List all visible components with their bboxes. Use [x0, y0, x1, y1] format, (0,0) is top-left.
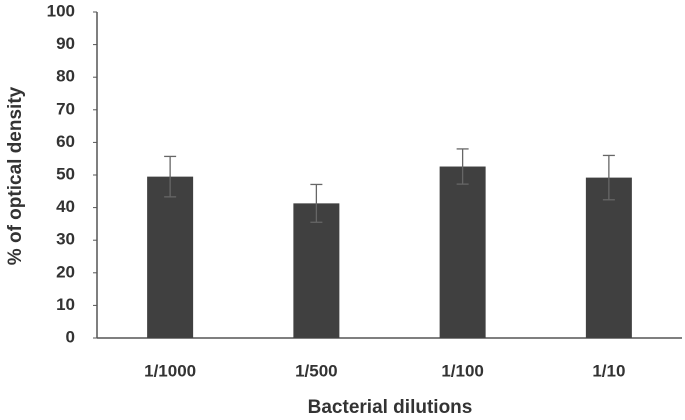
bar: [293, 203, 340, 338]
x-tick-label: 1/500: [295, 361, 338, 380]
x-axis-title: Bacterial dilutions: [308, 397, 473, 418]
error-bar: [602, 154, 615, 201]
bar: [439, 166, 486, 338]
bar: [585, 177, 632, 338]
y-tick-label: 20: [56, 262, 75, 281]
y-tick-label: 10: [56, 295, 75, 314]
bar: [147, 176, 194, 338]
y-tick-label: 70: [56, 99, 75, 118]
y-tick-label: 60: [56, 132, 75, 151]
y-tick-label: 40: [56, 197, 75, 216]
y-tick-label: 80: [56, 67, 75, 86]
y-axis-title: % of optical density: [5, 86, 26, 265]
error-bar: [456, 148, 469, 185]
y-tick-label: 30: [56, 230, 75, 249]
x-tick-label: 1/10: [592, 361, 625, 380]
y-tick-label: 90: [56, 34, 75, 53]
error-bar: [164, 155, 177, 198]
y-tick-label: 100: [47, 1, 75, 20]
x-tick-label: 1/1000: [144, 361, 196, 380]
y-tick-label: 50: [56, 164, 75, 183]
error-bar: [310, 183, 323, 223]
y-tick-label: 0: [66, 327, 75, 346]
x-tick-label: 1/100: [441, 361, 484, 380]
